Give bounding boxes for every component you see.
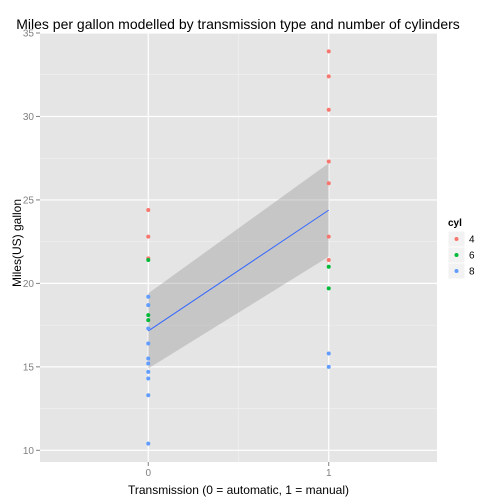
data-point-cyl-8 [327,365,331,369]
data-point-cyl-6 [146,258,150,262]
data-point-cyl-8 [327,351,331,355]
legend-key-point [455,269,459,273]
data-point-cyl-8 [146,295,150,299]
data-point-cyl-6 [327,286,331,290]
x-tick-label: 1 [326,468,332,479]
legend-key-point [455,237,459,241]
data-point-cyl-6 [327,265,331,269]
y-tick-label: 25 [23,195,35,206]
chart-title: Miles per gallon modelled by transmissio… [16,16,460,32]
y-tick-label: 10 [23,446,35,457]
data-point-cyl-8 [146,442,150,446]
data-point-cyl-6 [146,313,150,317]
legend-label: 6 [469,251,475,262]
data-point-cyl-8 [146,357,150,361]
legend-label: 4 [469,235,475,246]
y-tick-label: 30 [23,112,35,123]
data-point-cyl-4 [146,208,150,212]
x-axis-title: Transmission (0 = automatic, 1 = manual) [128,483,349,497]
data-point-cyl-8 [146,370,150,374]
data-point-cyl-4 [146,235,150,239]
y-axis-title: Miles(US) gallon [10,199,24,287]
data-point-cyl-4 [327,74,331,78]
y-tick-label: 15 [23,362,35,373]
data-point-cyl-6 [146,318,150,322]
plot-panel: 10 15 20 25 30 35 0 1 [23,29,437,480]
data-point-cyl-8 [146,362,150,366]
x-tick-label: 0 [145,468,151,479]
data-point-cyl-4 [327,181,331,185]
data-point-cyl-8 [146,341,150,345]
legend-key-point [455,253,459,257]
data-point-cyl-4 [327,258,331,262]
data-point-cyl-8 [146,393,150,397]
y-tick-label: 35 [23,29,35,40]
legend: cyl 4 6 8 [448,218,475,279]
data-point-cyl-8 [146,326,150,330]
data-point-cyl-8 [146,377,150,381]
data-point-cyl-4 [327,160,331,164]
legend-label: 8 [469,267,475,278]
data-point-cyl-4 [327,49,331,53]
y-tick-label: 20 [23,279,35,290]
data-point-cyl-4 [327,108,331,112]
data-point-cyl-8 [146,303,150,307]
data-point-cyl-4 [327,235,331,239]
legend-title: cyl [448,218,462,229]
